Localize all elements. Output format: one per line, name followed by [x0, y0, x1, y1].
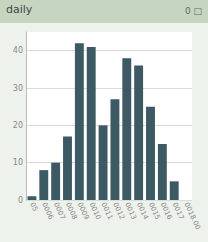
svg-text:0009: 0009 — [75, 201, 91, 221]
svg-text:0015: 0015 — [146, 201, 162, 221]
svg-text:daily: daily — [6, 3, 33, 16]
svg-text:40: 40 — [13, 46, 23, 55]
svg-text:0006: 0006 — [40, 201, 55, 221]
svg-text:0012: 0012 — [111, 201, 127, 221]
svg-text:0014: 0014 — [135, 201, 150, 221]
svg-text:10: 10 — [13, 158, 23, 167]
svg-text:0013: 0013 — [123, 201, 138, 221]
svg-text:0017: 0017 — [170, 201, 186, 221]
svg-text:0 □: 0 □ — [185, 6, 202, 16]
svg-text:20: 20 — [13, 121, 23, 130]
svg-text:0016: 0016 — [158, 201, 174, 221]
svg-text:30: 30 — [13, 84, 23, 93]
svg-text:05: 05 — [28, 201, 39, 212]
svg-text:0008: 0008 — [63, 201, 79, 221]
svg-text:0: 0 — [18, 196, 23, 205]
svg-text:0007: 0007 — [52, 201, 67, 221]
svg-text:0011: 0011 — [99, 201, 115, 221]
svg-text:0010: 0010 — [87, 201, 103, 221]
svg-text:0018.00: 0018.00 — [182, 201, 201, 231]
